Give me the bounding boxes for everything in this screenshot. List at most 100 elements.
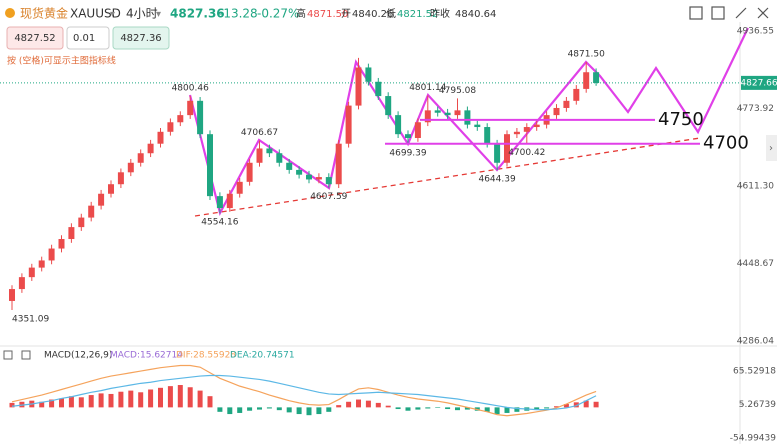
macd-bar bbox=[276, 407, 282, 411]
y-tick-label: 4611.30 bbox=[737, 181, 774, 191]
price-annotation: 4700.42 bbox=[508, 148, 545, 158]
candle-body bbox=[236, 181, 243, 194]
wave-path bbox=[188, 27, 749, 217]
price-annotation: 4795.08 bbox=[439, 86, 476, 96]
open-label: 开 bbox=[341, 9, 351, 20]
candle-body bbox=[38, 260, 45, 268]
candle-body bbox=[355, 67, 362, 106]
price: 4827.36 bbox=[170, 7, 225, 21]
candle-body bbox=[276, 153, 283, 163]
period[interactable]: 4小时 bbox=[126, 7, 158, 21]
macd-bar bbox=[138, 392, 144, 408]
candle-body bbox=[286, 162, 293, 170]
candle-body bbox=[513, 131, 520, 135]
macd-bar bbox=[583, 400, 589, 408]
candle-body bbox=[385, 96, 392, 116]
candle-body bbox=[484, 127, 491, 144]
macd-bar bbox=[593, 401, 599, 408]
prev-label: 昨收 bbox=[430, 7, 450, 20]
macd-bar bbox=[563, 404, 569, 408]
macd-bar bbox=[237, 407, 243, 413]
macd-bar bbox=[148, 389, 154, 408]
change: -13.28 bbox=[219, 7, 258, 21]
candle-body bbox=[48, 248, 55, 261]
macd-bar bbox=[266, 407, 272, 409]
macd-line bbox=[11, 364, 597, 417]
candle-body bbox=[494, 143, 501, 163]
macd-bar bbox=[187, 387, 193, 408]
buy-button[interactable] bbox=[112, 26, 170, 50]
candle-body bbox=[187, 100, 194, 116]
macd-bar bbox=[395, 407, 401, 410]
macd-bar bbox=[286, 407, 292, 413]
tool-button[interactable] bbox=[689, 6, 703, 20]
price-annotation: 4554.16 bbox=[201, 218, 238, 228]
candle-body bbox=[335, 143, 342, 185]
buy-price[interactable]: 4827.36 bbox=[120, 33, 161, 44]
candle-body bbox=[98, 193, 105, 206]
macd-legend-icons bbox=[3, 350, 31, 360]
low: 4821.52 bbox=[397, 9, 438, 20]
y-tick-label: 5.26739 bbox=[739, 400, 776, 410]
level-label: 4750 bbox=[658, 109, 704, 130]
candle-body bbox=[523, 127, 530, 132]
price-annotation: 4706.67 bbox=[241, 128, 278, 138]
candle-body bbox=[405, 134, 411, 138]
macd-bar bbox=[405, 407, 411, 411]
macd-bar bbox=[177, 385, 183, 408]
macd-bar bbox=[464, 407, 470, 410]
sell-button[interactable] bbox=[6, 26, 64, 50]
macd-bar bbox=[425, 407, 431, 409]
macd-bar bbox=[356, 399, 361, 408]
candle-body bbox=[216, 196, 223, 209]
price-annotation: 4351.09 bbox=[12, 314, 49, 324]
macd-bar bbox=[455, 407, 460, 411]
macd-bar bbox=[415, 407, 421, 410]
macd-bar bbox=[336, 405, 342, 408]
caret[interactable]: ▾ bbox=[110, 9, 115, 20]
candle-body bbox=[375, 81, 382, 97]
candle-body bbox=[365, 67, 372, 82]
last-price-tag bbox=[741, 75, 777, 90]
scroll-arrow[interactable]: › bbox=[769, 143, 773, 154]
macd-bar bbox=[128, 390, 134, 408]
candle-body bbox=[593, 72, 600, 84]
lots[interactable]: 0.01 bbox=[73, 33, 95, 44]
icon[interactable] bbox=[3, 350, 13, 360]
high-label: 高 bbox=[296, 7, 306, 20]
sell-price[interactable]: 4827.52 bbox=[14, 33, 55, 44]
macd-bar bbox=[257, 407, 262, 410]
instrument-name[interactable]: 现货黄金 bbox=[20, 6, 68, 21]
macd-line bbox=[11, 374, 597, 411]
open: 4840.26 bbox=[352, 9, 393, 20]
candle-body bbox=[444, 112, 451, 116]
macd-bar bbox=[435, 407, 441, 408]
macd-bar bbox=[68, 396, 74, 408]
macd-bar bbox=[504, 407, 510, 413]
tool-button[interactable] bbox=[735, 7, 747, 19]
macd-bar bbox=[375, 402, 381, 408]
candle-body bbox=[117, 172, 124, 185]
macd-title: MACD(12,26,9) bbox=[44, 351, 112, 361]
macd-bar bbox=[167, 386, 173, 408]
price-annotation: 4644.39 bbox=[478, 175, 515, 185]
candle-body bbox=[197, 100, 204, 135]
macd-bar bbox=[385, 405, 391, 408]
macd-bar bbox=[365, 400, 371, 408]
macd-bar bbox=[534, 407, 540, 410]
tool-button[interactable] bbox=[757, 7, 769, 19]
candle-body bbox=[246, 162, 253, 182]
candle-body bbox=[414, 122, 421, 138]
icon[interactable] bbox=[21, 350, 31, 360]
y-tick-label: 4286.04 bbox=[737, 336, 774, 346]
scroll-button[interactable] bbox=[766, 135, 777, 161]
candle-body bbox=[167, 122, 174, 132]
candle-body bbox=[137, 153, 144, 163]
macd-bar bbox=[306, 407, 312, 416]
macd-bar bbox=[78, 397, 84, 408]
caret[interactable]: ▾ bbox=[156, 9, 161, 20]
lots-input[interactable] bbox=[66, 26, 110, 50]
tool-button[interactable] bbox=[711, 6, 725, 20]
symbol: XAUUSD bbox=[70, 7, 121, 21]
